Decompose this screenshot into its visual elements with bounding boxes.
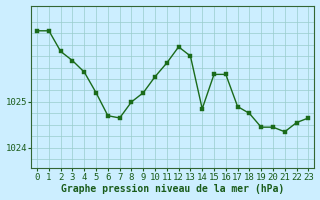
- X-axis label: Graphe pression niveau de la mer (hPa): Graphe pression niveau de la mer (hPa): [61, 184, 284, 194]
